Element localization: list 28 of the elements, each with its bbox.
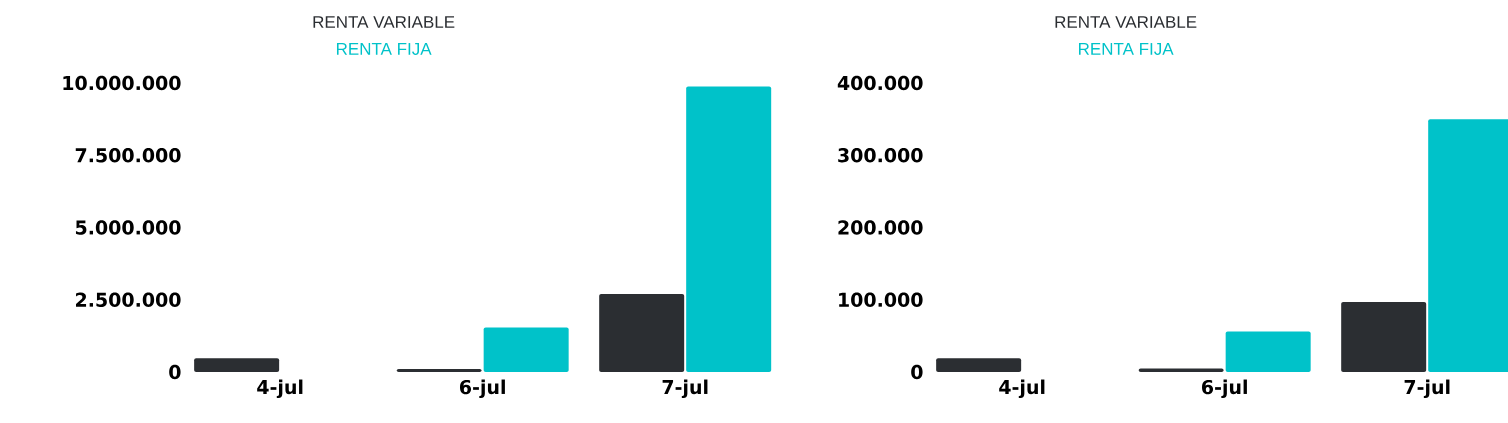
y-tick-label: 300.000 xyxy=(838,148,923,163)
bar xyxy=(483,327,569,372)
bar xyxy=(396,369,482,372)
text: RENTA VARIABLE xyxy=(313,16,455,28)
y-tick-label: 5.000.000 xyxy=(75,220,181,235)
x-tick-label: 7-jul xyxy=(1404,379,1450,399)
bar xyxy=(686,86,772,372)
x-tick-label: 4-jul xyxy=(257,379,303,399)
y-tick-label: 7.500.000 xyxy=(75,148,181,163)
bar xyxy=(936,358,1022,372)
y-tick-label: 10.000.000 xyxy=(63,75,181,91)
text: RENTA VARIABLE xyxy=(1055,16,1197,28)
y-tick-label: 100.000 xyxy=(839,292,923,307)
bar xyxy=(599,293,685,372)
bar xyxy=(1138,368,1224,372)
y-tick-label: 0 xyxy=(169,364,181,380)
bar xyxy=(1341,301,1427,372)
x-tick-label: 6-jul xyxy=(460,379,505,399)
text: RENTA FIJA xyxy=(336,43,432,55)
x-tick-label: 6-jul xyxy=(1202,379,1247,399)
y-tick-label: 200.000 xyxy=(838,220,923,235)
y-tick-label: 400.000 xyxy=(837,75,923,91)
x-tick-label: 7-jul xyxy=(662,379,708,399)
bar xyxy=(194,358,280,372)
x-tick-label: 4-jul xyxy=(999,379,1045,399)
y-tick-label: 2.500.000 xyxy=(76,292,181,307)
text: RENTA FIJA xyxy=(1078,43,1174,55)
y-tick-label: 0 xyxy=(911,364,923,380)
